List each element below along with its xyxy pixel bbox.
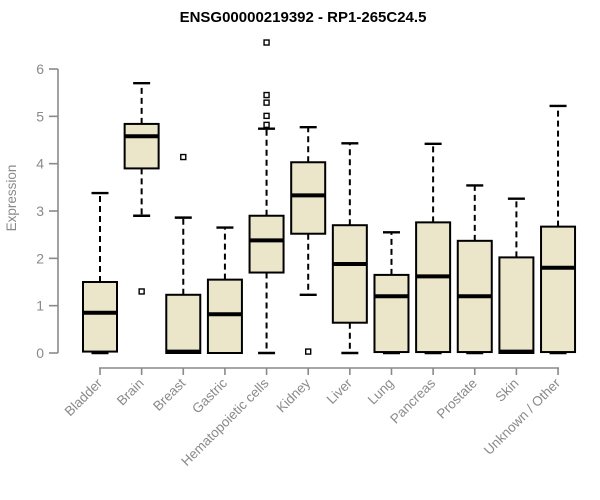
outlier-point	[263, 39, 270, 46]
y-tick-label: 0	[36, 345, 44, 361]
y-axis: 0 1 2 3 4 5 6	[36, 61, 59, 361]
x-tick-label: Lung	[365, 376, 397, 408]
box-hematopoietic-cells	[248, 39, 285, 355]
box-breast	[165, 153, 202, 354]
box-bladder	[82, 191, 118, 355]
iqr-box	[82, 281, 118, 353]
box-kidney	[290, 126, 327, 355]
iqr-box	[373, 273, 410, 354]
box-unknown-other	[540, 104, 577, 355]
outlier-point	[180, 153, 187, 161]
x-tick-label: Prostate	[434, 376, 480, 422]
x-tick-label: Kidney	[274, 375, 314, 415]
y-tick-label: 1	[36, 298, 44, 314]
iqr-box	[415, 221, 452, 354]
x-tick-label: Pancreas	[387, 375, 438, 426]
outlier-point	[263, 99, 270, 106]
y-tick-label: 2	[36, 250, 44, 266]
box-gastric	[206, 226, 243, 354]
iqr-box	[498, 256, 535, 354]
chart-title: ENSG00000219392 - RP1-265C24.5	[180, 9, 427, 26]
box-brain	[123, 82, 160, 295]
box-pancreas	[415, 142, 452, 355]
box-skin	[498, 197, 535, 354]
iqr-box	[123, 122, 160, 170]
y-axis-title: Expression	[4, 165, 19, 232]
iqr-box	[165, 293, 202, 354]
boxes-layer	[82, 39, 577, 355]
x-tick-label: Unknown / Other	[481, 375, 564, 458]
y-tick-label: 5	[36, 108, 44, 124]
iqr-box	[206, 278, 243, 354]
box-lung	[373, 231, 410, 355]
x-tick-label: Skin	[492, 376, 521, 405]
iqr-box	[248, 214, 285, 274]
x-tick-label: Gastric	[189, 375, 230, 416]
y-tick-label: 6	[36, 61, 44, 77]
x-tick-label: Brain	[114, 376, 147, 409]
outlier-point	[263, 121, 270, 129]
outlier-point	[138, 288, 145, 295]
iqr-box	[290, 161, 327, 235]
y-tick-label: 3	[36, 203, 44, 219]
y-tick-label: 4	[36, 156, 44, 172]
outlier-point	[263, 112, 270, 120]
box-liver	[331, 142, 368, 355]
iqr-box	[540, 225, 577, 354]
iqr-box	[331, 224, 368, 324]
box-prostate	[456, 184, 493, 355]
outlier-point	[263, 91, 270, 99]
x-tick-label: Liver	[324, 375, 356, 407]
x-tick-label: Breast	[150, 375, 188, 413]
x-tick-label: Bladder	[62, 375, 106, 419]
outlier-point	[305, 348, 312, 355]
